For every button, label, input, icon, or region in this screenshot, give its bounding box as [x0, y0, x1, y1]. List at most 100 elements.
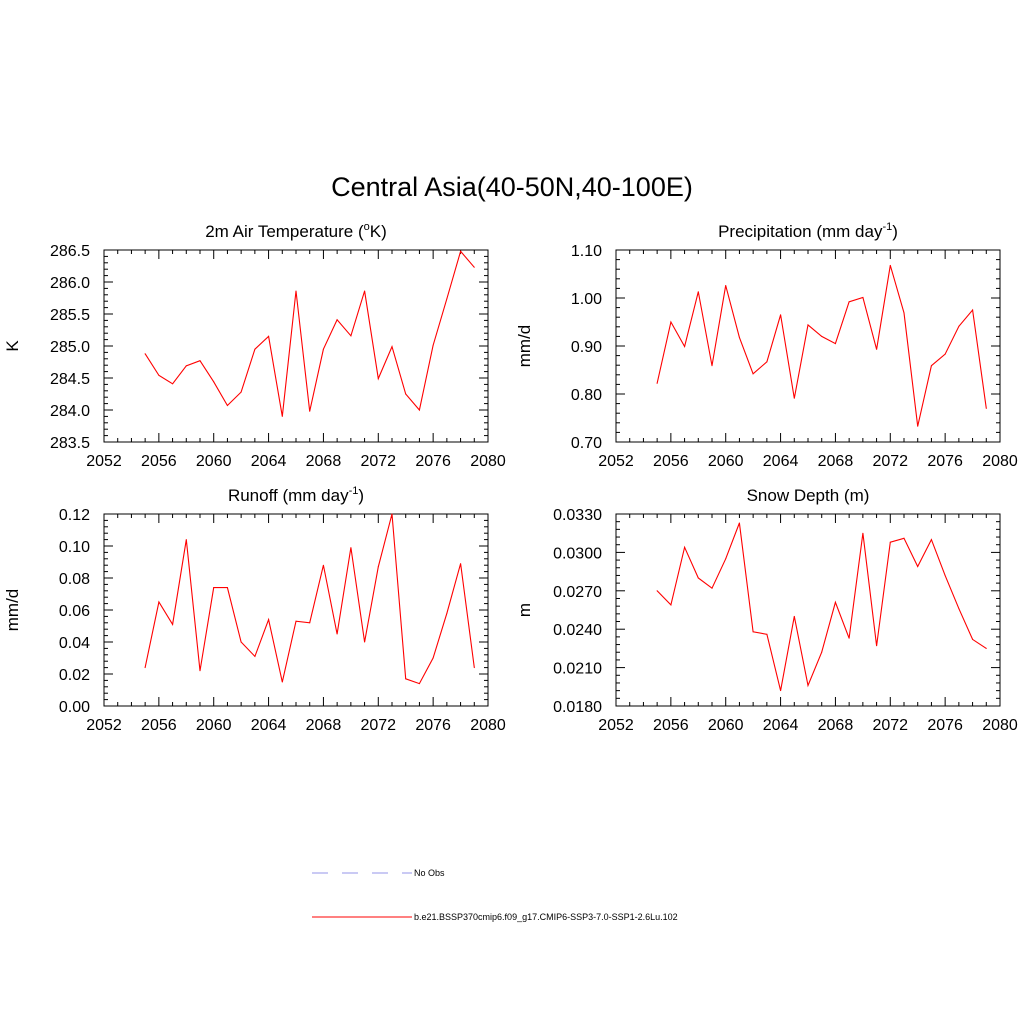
data-point — [862, 532, 864, 534]
plot-frame — [615, 513, 1001, 707]
y-tick-label: 0.0210 — [553, 661, 602, 678]
x-tick-label: 2068 — [818, 717, 854, 734]
data-point — [254, 655, 256, 657]
data-point — [738, 522, 740, 524]
x-tick-label: 2068 — [306, 453, 342, 470]
y-axis-label: mm/d — [3, 589, 22, 632]
data-point — [807, 685, 809, 686]
data-point — [460, 250, 462, 252]
data-point — [752, 631, 754, 633]
data-point — [876, 645, 878, 647]
data-point — [780, 690, 782, 692]
data-point — [350, 335, 352, 337]
legend-label-model: b.e21.BSSP370cmip6.f09_g17.CMIP6-SSP3-7.… — [414, 912, 678, 922]
y-tick-label: 0.06 — [59, 603, 90, 620]
data-point — [281, 415, 283, 417]
panel-title: 2m Air Temperature (oK) — [205, 221, 387, 241]
x-tick-label: 2080 — [470, 717, 506, 734]
x-tick-label: 2060 — [196, 453, 232, 470]
data-point — [322, 564, 324, 566]
data-point — [903, 312, 905, 314]
data-point — [446, 298, 448, 300]
panel-3: Runoff (mm day-1) mm/d 2052 2056 2060 2064 206… — [3, 485, 506, 734]
data-point — [144, 353, 146, 355]
data-point — [281, 681, 283, 683]
data-point — [405, 393, 407, 395]
data-point — [268, 619, 270, 621]
data-point — [364, 641, 366, 643]
data-point — [240, 391, 242, 393]
plot-frame — [103, 513, 489, 707]
data-point — [172, 623, 174, 625]
data-point — [336, 319, 338, 321]
data-point — [684, 346, 686, 347]
y-tick-label: 0.0330 — [553, 507, 602, 524]
panel-1: 2m Air Temperature (oK) K 2052 2056 2060 2064… — [3, 221, 506, 470]
y-tick-label: 0.90 — [571, 339, 602, 356]
data-point — [432, 657, 434, 659]
data-point — [738, 336, 740, 338]
data-point — [793, 397, 795, 399]
y-axis-label: m — [515, 603, 534, 617]
x-tick-label: 2068 — [306, 717, 342, 734]
data-point — [199, 360, 201, 362]
data-point — [848, 637, 850, 639]
x-tick-label: 2076 — [415, 717, 451, 734]
figure-title: Central Asia(40-50N,40-100E) — [331, 172, 693, 202]
x-tick-label: 2072 — [360, 717, 396, 734]
data-point — [889, 541, 891, 543]
data-point — [807, 324, 809, 326]
series-line — [144, 513, 475, 685]
panel-title: Precipitation (mm day-1) — [718, 221, 898, 241]
data-point — [254, 348, 256, 350]
data-point — [460, 563, 462, 565]
x-tick-label: 2056 — [653, 717, 689, 734]
data-point — [848, 301, 850, 303]
legend: No Obs b.e21.BSSP370cmip6.f09_g17.CMIP6-… — [312, 868, 678, 922]
data-point — [473, 667, 475, 669]
data-point — [793, 615, 795, 617]
y-axis-label: mm/d — [515, 325, 534, 368]
data-point — [917, 566, 919, 567]
y-tick-label: 0.0180 — [553, 699, 602, 716]
x-tick-label: 2056 — [141, 717, 177, 734]
data-point — [834, 343, 836, 345]
data-point — [930, 365, 932, 367]
data-point — [670, 604, 672, 606]
x-tick-label: 2064 — [763, 717, 799, 734]
y-tick-label: 286.5 — [50, 243, 90, 260]
data-point — [697, 291, 699, 293]
data-point — [350, 547, 352, 549]
data-point — [185, 365, 187, 367]
panel-title: Snow Depth (m) — [747, 486, 870, 505]
chart-panels: 2m Air Temperature (oK) K 2052 2056 2060 2064… — [3, 221, 1018, 734]
data-point — [711, 587, 713, 589]
data-point — [752, 373, 754, 375]
data-point — [821, 335, 823, 337]
data-point — [391, 346, 393, 348]
data-point — [240, 641, 242, 643]
data-point — [405, 678, 407, 680]
data-point — [862, 297, 864, 298]
data-point — [226, 587, 228, 589]
data-point — [185, 539, 187, 541]
x-tick-label: 2072 — [872, 453, 908, 470]
y-tick-label: 0.00 — [59, 699, 90, 716]
x-tick-label: 2060 — [708, 717, 744, 734]
x-tick-label: 2056 — [653, 453, 689, 470]
data-point — [670, 321, 672, 323]
data-point — [309, 622, 311, 624]
data-point — [766, 633, 768, 635]
data-point — [473, 266, 475, 268]
y-tick-label: 284.5 — [50, 371, 90, 388]
y-tick-label: 0.08 — [59, 571, 90, 588]
data-point — [985, 647, 987, 649]
data-point — [295, 290, 297, 292]
y-tick-label: 1.00 — [571, 291, 602, 308]
x-tick-label: 2080 — [470, 453, 506, 470]
x-tick-label: 2064 — [251, 717, 287, 734]
data-point — [418, 409, 420, 411]
data-point — [199, 670, 201, 672]
y-tick-label: 0.02 — [59, 667, 90, 684]
x-tick-label: 2052 — [598, 717, 634, 734]
